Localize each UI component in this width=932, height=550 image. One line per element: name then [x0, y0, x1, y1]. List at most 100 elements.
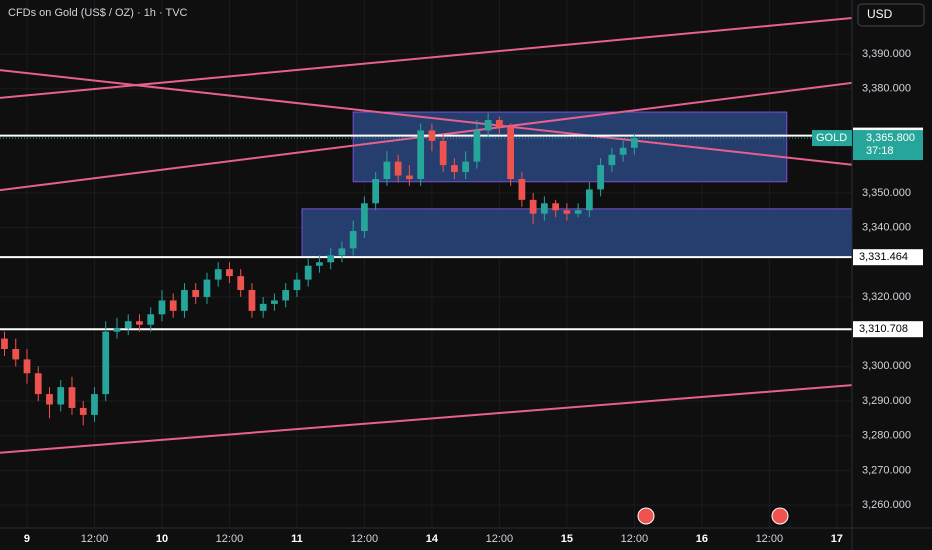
event-icon[interactable]: [771, 507, 789, 525]
candle-body: [394, 161, 402, 176]
x-tick-label: 9: [24, 533, 30, 545]
candle-body: [259, 303, 267, 311]
candle-body: [428, 130, 436, 141]
chart-title: CFDs on Gold (US$ / OZ) · 1h · TVC: [8, 7, 188, 19]
candle-body: [79, 407, 87, 415]
candle-body: [181, 290, 188, 311]
x-tick-label: 14: [426, 533, 439, 545]
y-tick-label: 3,270.000: [862, 464, 911, 476]
symbol-label: GOLD: [816, 132, 847, 144]
candle-body: [169, 300, 177, 311]
x-tick-label: 10: [156, 533, 168, 545]
candle-body: [304, 265, 312, 280]
x-tick-label: 12:00: [216, 533, 244, 545]
candle-body: [417, 130, 425, 180]
zone: [301, 208, 853, 258]
candle-body: [271, 300, 278, 304]
countdown: 37:18: [866, 145, 894, 157]
candle-body: [585, 189, 593, 211]
level-label: 3,310.708: [859, 323, 908, 335]
candle-body: [451, 165, 458, 173]
candle-body: [57, 387, 65, 405]
candle-body: [91, 394, 98, 415]
candle-body: [619, 147, 627, 155]
level-label: 3,331.464: [859, 251, 908, 263]
last-price-label: 3,365.800: [866, 132, 915, 144]
candle-body: [349, 231, 357, 249]
candle-body: [237, 276, 245, 291]
candle-body: [608, 154, 616, 166]
candle-body: [541, 203, 548, 214]
x-tick-label: 12:00: [81, 533, 109, 545]
candle-body: [293, 279, 301, 291]
candle-body: [518, 179, 526, 200]
level-label-box: [853, 321, 923, 338]
event-icon[interactable]: [637, 507, 655, 525]
candle-body: [34, 373, 42, 395]
candle-body: [338, 248, 346, 256]
candle-body: [473, 130, 481, 162]
candle-body: [68, 387, 76, 408]
y-tick-label: 3,290.000: [862, 395, 911, 407]
candle-body: [406, 175, 413, 180]
candle-body: [439, 140, 447, 166]
candle-body: [46, 394, 53, 405]
candle-body: [147, 314, 155, 325]
candle-body: [496, 120, 503, 127]
candle-body: [124, 321, 132, 329]
trendline: [0, 384, 853, 454]
candle-body: [630, 138, 638, 148]
candle-body: [136, 321, 143, 325]
candle-body: [23, 359, 31, 374]
x-tick-label: 12:00: [351, 533, 379, 545]
level-label-box: [853, 249, 923, 266]
candle-body: [563, 210, 571, 214]
candle-body: [248, 290, 256, 311]
x-tick-label: 15: [561, 533, 573, 545]
candle-body: [361, 203, 368, 232]
candle-body: [226, 269, 233, 277]
x-tick-label: 12:00: [621, 533, 649, 545]
x-tick-label: 11: [291, 533, 303, 545]
currency[interactable]: USD: [867, 7, 893, 21]
candle-body: [372, 179, 380, 204]
x-tick-label: 12:00: [486, 533, 514, 545]
candle-body: [214, 269, 222, 280]
x-tick-label: 17: [831, 533, 843, 545]
y-tick-label: 3,350.000: [862, 187, 911, 199]
y-tick-label: 3,300.000: [862, 360, 911, 372]
candle-body: [203, 279, 211, 297]
trendline: [0, 17, 853, 99]
candle-body: [316, 262, 323, 266]
candle-body: [484, 120, 492, 131]
last-price-box: [853, 130, 923, 161]
y-tick-label: 3,260.000: [862, 499, 911, 511]
candle-body: [462, 161, 470, 173]
x-tick-label: 16: [696, 533, 708, 545]
candle-body: [282, 290, 290, 301]
candle-body: [327, 255, 335, 263]
x-tick-label: 12:00: [756, 533, 784, 545]
candle-body: [158, 300, 166, 315]
candle-body: [1, 338, 8, 349]
candle-body: [102, 331, 110, 395]
y-tick-label: 3,280.000: [862, 430, 911, 442]
candle-body: [192, 290, 200, 297]
candle-body: [383, 161, 391, 180]
currency-button[interactable]: [857, 3, 925, 27]
candle-body: [552, 203, 560, 211]
trendline: [0, 69, 853, 166]
zone: [352, 111, 788, 183]
candle-body: [597, 165, 604, 190]
y-tick-label: 3,340.000: [862, 221, 911, 233]
candle-body: [574, 210, 582, 214]
y-tick-label: 3,320.000: [862, 291, 911, 303]
candle-body: [12, 348, 20, 360]
y-tick-label: 3,380.000: [862, 83, 911, 95]
candle-body: [113, 328, 121, 332]
candle-body: [507, 126, 515, 180]
candle-body: [529, 199, 537, 214]
y-tick-label: 3,390.000: [862, 48, 911, 60]
